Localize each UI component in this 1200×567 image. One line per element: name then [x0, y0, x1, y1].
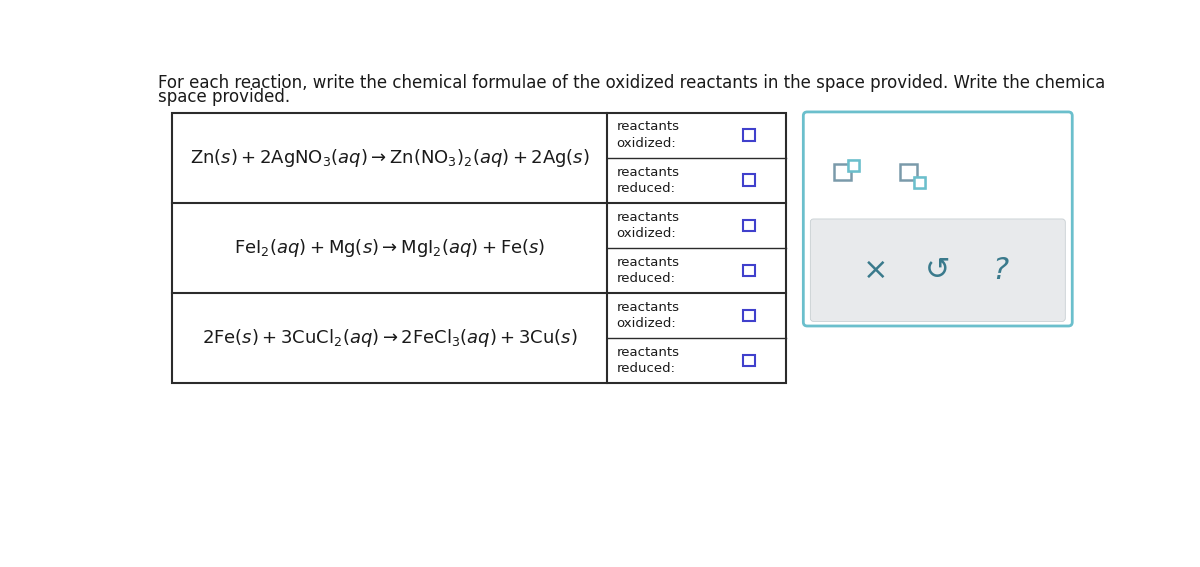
Bar	[834, 163, 851, 180]
Bar	[743, 219, 755, 231]
FancyBboxPatch shape	[803, 112, 1073, 326]
Bar	[172, 113, 786, 383]
Text: reactants
oxidized:: reactants oxidized:	[617, 301, 679, 330]
Text: $2\mathregular{Fe}(s) + 3\mathregular{CuCl_2}(aq) \rightarrow 2\mathregular{FeCl: $2\mathregular{Fe}(s) + 3\mathregular{Cu…	[202, 327, 577, 349]
Bar	[743, 129, 755, 141]
Bar	[743, 175, 755, 186]
Text: space provided.: space provided.	[157, 88, 290, 106]
Bar	[848, 160, 859, 171]
Bar	[743, 355, 755, 366]
Text: $\mathregular{FeI_2}(aq) + \mathregular{Mg}(s) \rightarrow \mathregular{MgI_2}(a: $\mathregular{FeI_2}(aq) + \mathregular{…	[234, 237, 545, 259]
Bar	[848, 160, 859, 171]
Text: ?: ?	[992, 256, 1008, 285]
Text: reactants
oxidized:: reactants oxidized:	[617, 210, 679, 240]
Text: For each reaction, write the chemical formulae of the oxidized reactants in the : For each reaction, write the chemical fo…	[157, 74, 1105, 92]
Text: reactants
reduced:: reactants reduced:	[617, 256, 679, 285]
Bar	[743, 265, 755, 276]
Text: ×: ×	[863, 256, 888, 285]
Text: reactants
reduced:: reactants reduced:	[617, 166, 679, 195]
Text: $\mathregular{Zn}(s) + 2\mathregular{AgNO_3}(aq) \rightarrow \mathregular{Zn(NO_: $\mathregular{Zn}(s) + 2\mathregular{AgN…	[190, 147, 589, 169]
Bar	[743, 310, 755, 321]
Bar	[914, 177, 925, 188]
Text: ↺: ↺	[925, 256, 950, 285]
Bar	[914, 177, 925, 188]
FancyBboxPatch shape	[810, 219, 1066, 321]
Bar	[900, 163, 917, 180]
Text: reactants
oxidized:: reactants oxidized:	[617, 120, 679, 150]
Text: reactants
reduced:: reactants reduced:	[617, 346, 679, 375]
